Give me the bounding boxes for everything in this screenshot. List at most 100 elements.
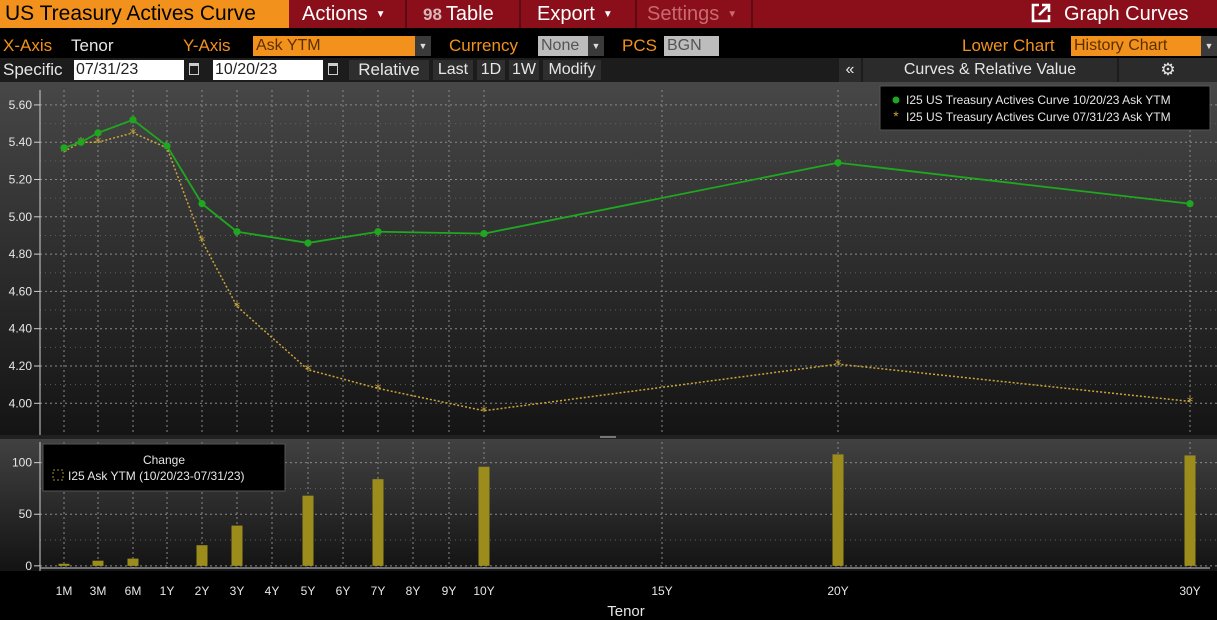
external-link-icon	[1031, 3, 1051, 23]
lower-chart-select[interactable]: History Chart	[1071, 36, 1201, 56]
lower-legend-title: Change	[143, 453, 185, 467]
gear-button[interactable]: ⚙	[1119, 58, 1217, 82]
caret-down-icon: ▼	[375, 8, 386, 20]
menu-bar: US Treasury Actives Curve Actions ▼ 98 Tab…	[0, 0, 1217, 28]
x-tick-label: 1M	[56, 584, 73, 598]
1d-button[interactable]: 1D	[477, 60, 505, 80]
currency-select[interactable]: None	[538, 36, 588, 56]
series1-point-1M	[60, 144, 68, 152]
y-tick-label: 5.20	[9, 173, 33, 187]
currency-label: Currency	[449, 36, 518, 55]
series1-point-7Y	[374, 228, 382, 236]
series1-point-1Y	[163, 142, 171, 150]
series1-point-3M	[94, 129, 102, 137]
series1-point-3Y	[233, 228, 241, 236]
settings-label: Settings	[647, 3, 720, 25]
x-tick-label: 15Y	[651, 584, 672, 598]
upper-plot-background	[0, 82, 1217, 435]
table-icon: 98	[423, 5, 442, 24]
1w-button[interactable]: 1W	[509, 60, 539, 80]
graph-curves-label: Graph Curves	[1064, 3, 1189, 25]
x-tick-label: 9Y	[442, 584, 457, 598]
y-tick-label: 4.40	[9, 322, 33, 336]
curves-relative-value-tab[interactable]: Curves & Relative Value	[863, 58, 1117, 82]
series1-point-10Y	[480, 229, 488, 238]
bar-7Y	[372, 479, 384, 566]
lower-legend-series: I25 Ask YTM (10/20/23-07/31/23)	[68, 469, 245, 483]
curve-chart: 4.00 4.20 4.40 4.60 4.80 5.00 5.20 5.40 5.60 0 50…	[0, 82, 1217, 620]
actions-menu-button[interactable]: Actions ▼	[291, 0, 407, 28]
last-button[interactable]: Last	[433, 60, 473, 80]
settings-menu-button[interactable]: Settings ▼	[637, 0, 753, 28]
y-axis-label: Y-Axis	[183, 36, 231, 55]
chevron-down-icon[interactable]: ▼	[1201, 36, 1217, 56]
y-tick-label: 5.40	[9, 135, 33, 149]
legend-box	[879, 85, 1211, 131]
series2-point-20Y: *	[835, 358, 842, 373]
series2-point-10Y: *	[481, 405, 488, 420]
start-date-input[interactable]: 07/31/23	[74, 60, 184, 80]
export-menu-button[interactable]: Export ▼	[521, 0, 637, 28]
chevron-down-icon[interactable]: ▼	[588, 36, 604, 56]
upper-y-ticks: 4.00 4.20 4.40 4.60 4.80 5.00 5.20 5.40 5.60	[9, 98, 40, 410]
export-label: Export	[537, 3, 595, 25]
graph-curves-button[interactable]: Graph Curves	[1030, 0, 1189, 28]
y-tick-label: 50	[19, 507, 33, 521]
bar-6M	[127, 558, 139, 566]
series2-point-7Y: *	[375, 382, 382, 397]
caret-down-icon: ▼	[727, 8, 738, 20]
bar-10Y	[478, 466, 490, 566]
lower-y-ticks: 0 50 100	[12, 456, 40, 573]
table-button[interactable]: 98 Table	[407, 0, 521, 28]
y-tick-label: 4.60	[9, 284, 33, 298]
end-date-input[interactable]: 10/20/23	[213, 60, 323, 80]
legend-series1: I25 US Treasury Actives Curve 10/20/23 A…	[906, 93, 1171, 107]
change-bars	[58, 454, 1196, 566]
date-mode-label[interactable]: Specific	[3, 60, 63, 79]
x-tick-label: 3Y	[230, 584, 245, 598]
series1-point-2Y	[198, 200, 206, 208]
calendar-icon[interactable]	[328, 63, 338, 75]
lower-legend: Change I25 Ask YTM (10/20/23-07/31/23)	[42, 443, 286, 492]
lower-legend-swatch	[52, 469, 64, 481]
collapse-button[interactable]: «	[839, 58, 861, 82]
x-tick-label: 7Y	[371, 584, 386, 598]
x-axis-value[interactable]: Tenor	[71, 36, 114, 55]
x-tick-label: 8Y	[406, 584, 421, 598]
table-label: Table	[445, 3, 494, 25]
bar-2Y	[196, 545, 208, 566]
x-tick-label: 30Y	[1179, 584, 1200, 598]
date-row: Specific 07/31/23 10/20/23 Relative Last…	[0, 58, 1217, 82]
x-axis-area	[0, 571, 1217, 620]
chevron-down-icon[interactable]: ▼	[415, 36, 431, 56]
splitter-grip-icon[interactable]	[600, 436, 616, 438]
x-axis-label: X-Axis	[3, 36, 53, 55]
series1-point-2M	[77, 138, 85, 146]
relative-button[interactable]: Relative	[349, 60, 429, 80]
series2-point-3M: *	[95, 136, 102, 151]
modify-button[interactable]: Modify	[543, 60, 601, 80]
x-tick-label: 5Y	[301, 584, 316, 598]
series1-point-6M	[129, 116, 137, 124]
y-axis-select[interactable]: Ask YTM	[253, 36, 415, 56]
y-tick-label: 5.60	[9, 98, 33, 112]
bar-5Y	[302, 495, 314, 566]
calendar-icon[interactable]	[189, 63, 199, 75]
series2-point-30Y: *	[1187, 395, 1194, 410]
legend-series2: I25 US Treasury Actives Curve 07/31/23 A…	[906, 110, 1171, 124]
lower-legend-box	[42, 443, 286, 492]
x-tick-label: 3M	[90, 584, 107, 598]
lower-chart-label: Lower Chart	[962, 36, 1055, 55]
x-tick-label: 6Y	[336, 584, 351, 598]
bar-1M	[58, 563, 70, 566]
y-tick-label: 4.00	[9, 396, 33, 410]
x-tick-label: 2Y	[195, 584, 210, 598]
y-tick-label: 4.80	[9, 247, 33, 261]
pcs-input[interactable]: BGN	[664, 36, 719, 56]
bar-30Y	[1184, 455, 1196, 566]
options-row: X-Axis Tenor Y-Axis Ask YTM ▼ Currency N…	[0, 34, 1217, 58]
caret-down-icon: ▼	[602, 8, 613, 20]
x-tick-label: 10Y	[473, 584, 494, 598]
series1-point-20Y	[834, 159, 842, 167]
actions-label: Actions	[302, 3, 368, 25]
